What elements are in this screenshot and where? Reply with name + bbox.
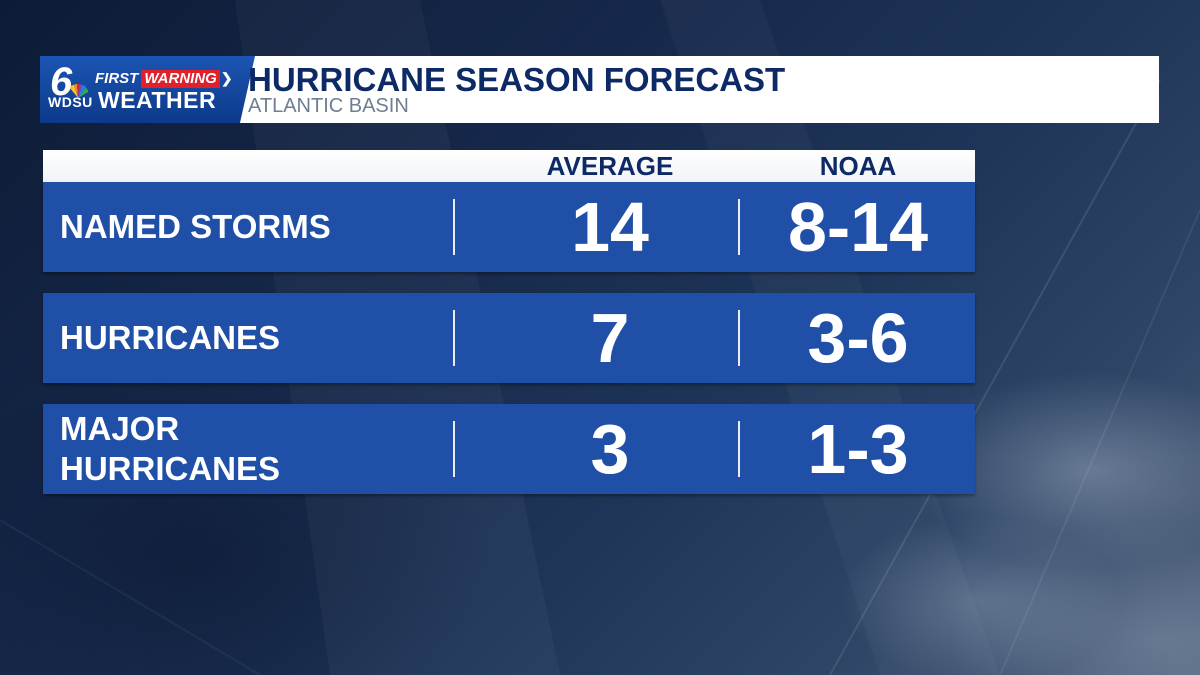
column-divider xyxy=(453,199,455,255)
table-row: MAJOR HURRICANES 3 1-3 xyxy=(43,404,975,494)
noaa-value: 8-14 xyxy=(787,188,929,266)
logo-first-warning: FIRST WARNING ❯ xyxy=(95,69,233,88)
logo-wdsu: WDSU xyxy=(48,94,93,110)
table-row: HURRICANES 7 3-6 xyxy=(43,293,975,383)
average-value: 7 xyxy=(590,299,630,377)
column-header-bar: AVERAGE NOAA xyxy=(43,150,975,182)
column-header-average: AVERAGE xyxy=(546,151,674,181)
row-label: HURRICANES xyxy=(60,319,281,356)
page-title: HURRICANE SEASON FORECAST xyxy=(248,61,786,98)
logo-first: FIRST xyxy=(95,70,139,87)
column-divider xyxy=(453,421,455,477)
column-divider xyxy=(738,199,740,255)
row-label: NAMED STORMS xyxy=(60,208,331,245)
column-divider xyxy=(453,310,455,366)
average-value: 14 xyxy=(571,188,649,266)
header-banner: 6 FIRST WARNING ❯ WDSU WEATHER HURRICANE S… xyxy=(40,56,1159,123)
noaa-value: 3-6 xyxy=(807,299,909,377)
column-divider xyxy=(738,310,740,366)
table-row: NAMED STORMS 14 8-14 xyxy=(43,182,975,272)
station-logo: 6 FIRST WARNING ❯ WDSU WEATHER xyxy=(40,56,255,123)
peacock-icon xyxy=(70,84,88,98)
average-value: 3 xyxy=(590,410,630,488)
chevron-right-icon: ❯ xyxy=(220,70,233,86)
logo-six: 6 xyxy=(50,60,73,104)
row-label: MAJOR HURRICANES xyxy=(60,410,281,487)
noaa-value: 1-3 xyxy=(807,410,909,488)
page-subtitle: ATLANTIC BASIN xyxy=(248,95,409,117)
column-divider xyxy=(738,421,740,477)
column-header-noaa: NOAA xyxy=(819,151,897,181)
logo-warning: WARNING xyxy=(141,70,220,88)
logo-weather: WEATHER xyxy=(98,87,217,113)
